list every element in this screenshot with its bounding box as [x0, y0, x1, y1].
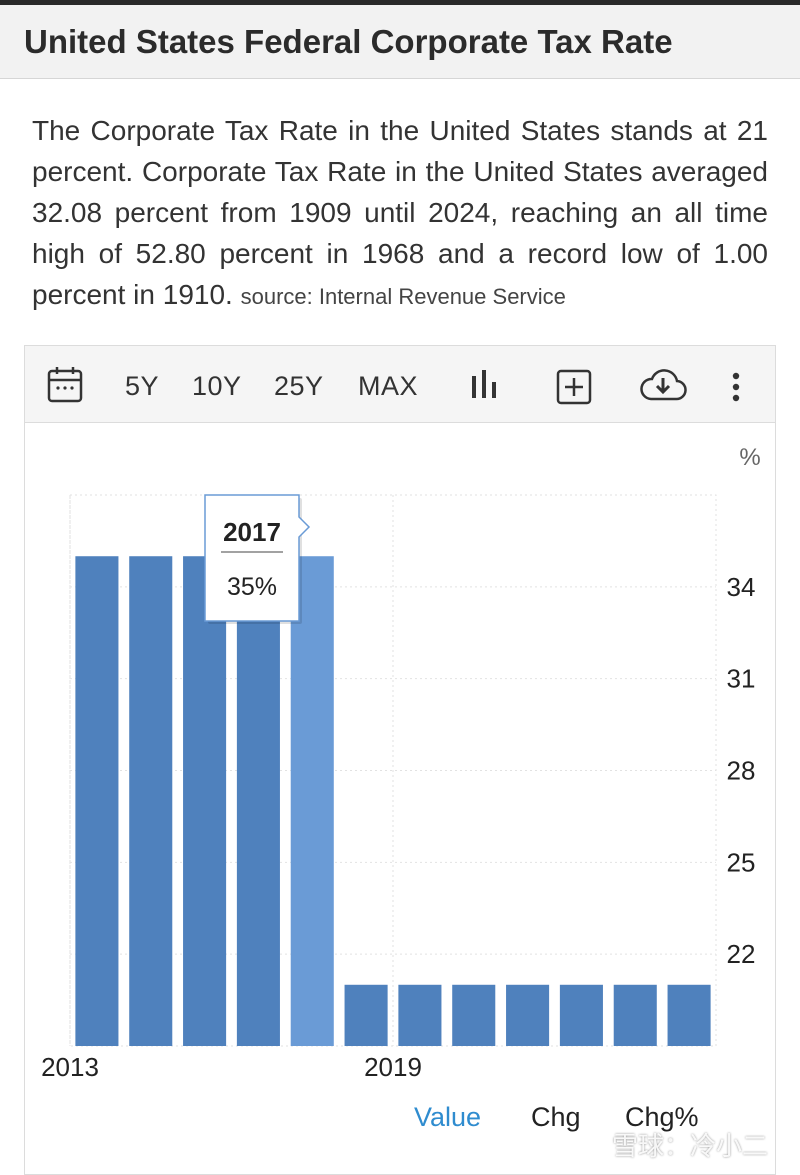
bar-2013[interactable] — [75, 556, 119, 1046]
legend-value[interactable]: Value — [414, 1102, 482, 1132]
y-tick-label: 34 — [727, 572, 756, 602]
tooltip-title: 2017 — [223, 517, 281, 547]
source-text: source: Internal Revenue Service — [240, 284, 566, 309]
bar-2015[interactable] — [183, 556, 227, 1046]
bar-2017[interactable] — [290, 556, 334, 1046]
bar-2019[interactable] — [398, 984, 442, 1046]
range-5y-button[interactable]: 5Y — [125, 371, 160, 401]
tooltip-box — [204, 494, 311, 622]
description-text: The Corporate Tax Rate in the United Sta… — [32, 115, 768, 310]
page-title: United States Federal Corporate Tax Rate — [24, 23, 673, 60]
bar-2022[interactable] — [559, 984, 603, 1046]
watermark-text: 雪球：冷小二 — [612, 1131, 769, 1161]
top-bar — [0, 0, 800, 5]
bar-2024[interactable] — [667, 984, 711, 1046]
cloud-download-icon[interactable] — [639, 368, 687, 407]
x-tick-label: 2013 — [41, 1052, 99, 1082]
bar-2018[interactable] — [344, 984, 388, 1046]
unit-label: % — [739, 444, 760, 471]
more-vertical-icon[interactable] — [731, 372, 741, 407]
watermark: 雪球：冷小二 — [612, 1126, 768, 1163]
bar-2023[interactable] — [613, 984, 657, 1046]
grid — [69, 494, 717, 1047]
range-25y-button[interactable]: 25Y — [274, 371, 324, 401]
y-axis: 22 25 28 31 34 — [727, 572, 756, 969]
y-tick-label: 31 — [727, 664, 756, 694]
x-axis: 2013 2019 — [41, 1052, 422, 1082]
bar-2021[interactable] — [506, 984, 550, 1046]
y-tick-label: 22 — [727, 939, 756, 969]
bar-2014[interactable] — [129, 556, 173, 1046]
calendar-icon[interactable] — [47, 366, 83, 409]
bars — [75, 556, 711, 1046]
range-max-button[interactable]: MAX — [358, 371, 419, 401]
bar-2016[interactable] — [236, 556, 280, 1046]
y-tick-label: 25 — [727, 847, 756, 877]
description: The Corporate Tax Rate in the United Sta… — [32, 110, 768, 317]
tooltip: 2017 35% — [204, 494, 311, 624]
legend-chg[interactable]: Chg — [531, 1102, 581, 1132]
legend-chg-percent[interactable]: Chg% — [625, 1102, 699, 1132]
x-tick-label: 2019 — [364, 1052, 422, 1082]
plus-square-icon[interactable] — [556, 369, 592, 410]
y-tick-label: 28 — [727, 756, 756, 786]
tooltip-value: 35% — [227, 573, 277, 601]
range-10y-button[interactable]: 10Y — [192, 371, 242, 401]
header: United States Federal Corporate Tax Rate — [0, 5, 800, 79]
bar-2020[interactable] — [452, 984, 496, 1046]
bar-chart-icon[interactable] — [469, 370, 499, 405]
chart-toolbar: 5Y 10Y 25Y MAX — [25, 346, 775, 423]
